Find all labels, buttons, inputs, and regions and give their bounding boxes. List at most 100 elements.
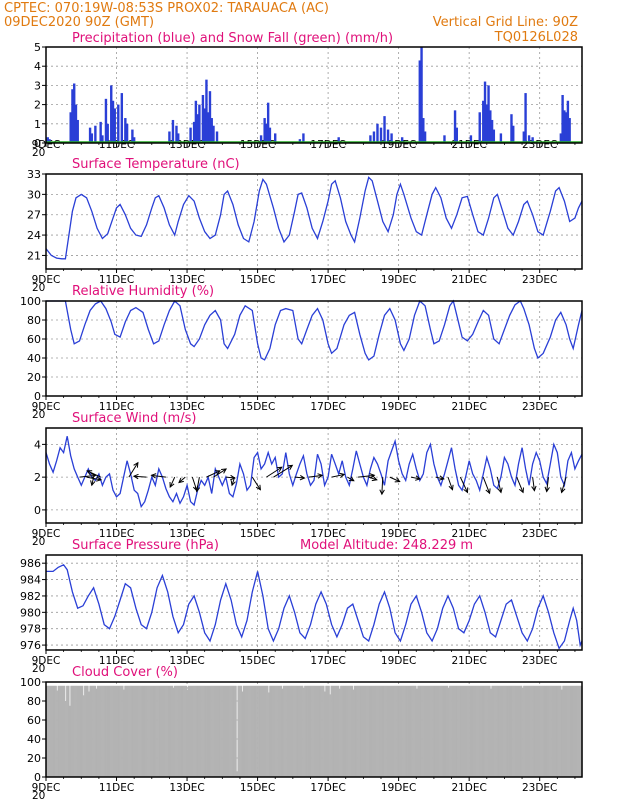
wind-vector: [447, 476, 453, 490]
wind-vector: [496, 477, 502, 493]
cloud-cover-bar: [88, 691, 90, 777]
cloud-cover-bar: [370, 685, 373, 777]
panel-cloud: Cloud Cover (%) 0 20 40 60 80 100 9DEC 11DEC 13DE…: [20, 665, 583, 800]
wind-vector-head: [560, 487, 566, 494]
cloud-cover-bar: [381, 685, 383, 777]
cloud-cover-bar: [224, 685, 227, 777]
cloud-cover-bar: [569, 685, 572, 777]
cloud-cover-bar: [463, 685, 466, 777]
cloud-cover-bar: [405, 685, 408, 777]
cloud-cover-bar: [238, 685, 240, 777]
cloud-cover-bar: [439, 685, 441, 777]
wind-vector-head: [287, 464, 294, 470]
cloud-cover-bar: [191, 685, 194, 777]
cloud-cover-bar: [216, 685, 218, 777]
cloud-cover-bar: [57, 685, 59, 777]
cloud-cover-bar: [371, 685, 374, 777]
cloud-cover-bar: [208, 685, 211, 777]
precip-bar: [194, 100, 198, 143]
panel-frame-pressure: [45, 554, 583, 651]
panel-title-pressure: Surface Pressure (hPa): [72, 538, 219, 553]
cloud-cover-bar: [380, 685, 382, 777]
cloud-cover-bar: [278, 685, 281, 777]
cloud-cover-bar: [189, 685, 192, 777]
cloud-cover-bar: [260, 685, 263, 777]
precip-bar: [492, 129, 496, 143]
cloud-cover-bar: [337, 685, 340, 777]
precip-bar: [266, 102, 270, 143]
xtick-label-cloud: 13DEC: [169, 782, 204, 794]
cloud-cover-bar: [478, 685, 481, 777]
cloud-cover-bar: [425, 685, 428, 777]
xtick-label-temp: 23DEC: [522, 274, 557, 286]
cloud-cover-bar: [579, 685, 581, 777]
cloud-cover-bar: [293, 685, 295, 777]
precip-bar: [490, 119, 494, 143]
cloud-cover-bar: [169, 685, 172, 777]
ytick-label-precip: 1: [34, 118, 41, 131]
cloud-cover-bar: [496, 685, 499, 777]
cloud-cover-bar: [459, 685, 461, 777]
cloud-cover-bar: [561, 689, 563, 777]
cloud-cover-bar: [312, 685, 314, 777]
cloud-cover-bar: [240, 685, 243, 777]
cloud-cover-bar: [409, 685, 412, 777]
cloud-cover-bar: [182, 685, 184, 777]
precip-bar: [111, 100, 115, 143]
xtick-label-rh: 17DEC: [310, 401, 345, 413]
cloud-cover-bar: [302, 685, 304, 777]
wind-vector-head: [497, 487, 503, 494]
cloud-cover-bar: [105, 685, 107, 777]
cloud-cover-bar: [458, 685, 460, 777]
precip-bar: [337, 137, 340, 143]
cloud-cover-bar: [525, 685, 527, 777]
cloud-cover-bar: [389, 685, 392, 777]
cloud-cover-bar: [351, 685, 354, 777]
cloud-cover-bar: [336, 685, 339, 777]
cloud-cover-bar: [329, 694, 331, 777]
cloud-cover-bar: [455, 685, 457, 777]
precip-bar: [90, 133, 94, 143]
cloud-cover-bar: [244, 685, 247, 777]
cloud-cover-bar: [538, 685, 541, 777]
panel-title-wind: Surface Wind (m/s): [72, 411, 196, 426]
cloud-cover-bar: [68, 685, 70, 777]
cloud-cover-bar: [54, 685, 56, 777]
cloud-cover-bar: [203, 685, 205, 777]
cloud-cover-bar: [97, 685, 100, 777]
cloud-cover-bar: [404, 685, 406, 777]
cloud-cover-bar: [467, 685, 469, 777]
cloud-cover-bar: [407, 685, 410, 777]
wind-vector: [435, 476, 444, 480]
cloud-cover-bar: [364, 685, 366, 777]
wind-vector-head: [379, 489, 385, 496]
cloud-cover-bar: [273, 685, 275, 777]
cloud-cover-bar: [305, 685, 307, 777]
xtick-year-stub-rh: 20: [32, 409, 45, 421]
cloud-cover-bar: [70, 685, 72, 777]
cloud-cover-bar: [574, 685, 577, 777]
cloud-cover-bar: [477, 685, 479, 777]
cloud-cover-bar: [503, 685, 505, 777]
cloud-cover-bar: [362, 685, 364, 777]
cloud-cover-bar: [252, 685, 254, 777]
cloud-cover-bar: [150, 685, 153, 777]
wind-vector-head: [132, 473, 139, 480]
panel-title-cloud: Cloud Cover (%): [72, 665, 178, 680]
cloud-cover-bar: [78, 685, 81, 777]
cloud-cover-bar: [159, 685, 161, 777]
precip-bar: [198, 104, 201, 143]
wind-vector: [178, 476, 186, 483]
cloud-cover-bar: [576, 685, 578, 777]
cloud-cover-bar: [403, 685, 405, 777]
precip-bar: [132, 137, 136, 143]
cloud-cover-bar: [83, 695, 85, 777]
cloud-cover-bar: [140, 685, 142, 777]
precip-bar: [69, 112, 72, 143]
xtick-label-cloud: 23DEC: [522, 782, 557, 794]
cloud-cover-bar: [377, 685, 379, 777]
cloud-cover-bar: [196, 685, 198, 777]
precip-bar: [113, 108, 116, 143]
cloud-cover-bar: [75, 685, 77, 777]
cloud-cover-bar: [124, 685, 126, 777]
